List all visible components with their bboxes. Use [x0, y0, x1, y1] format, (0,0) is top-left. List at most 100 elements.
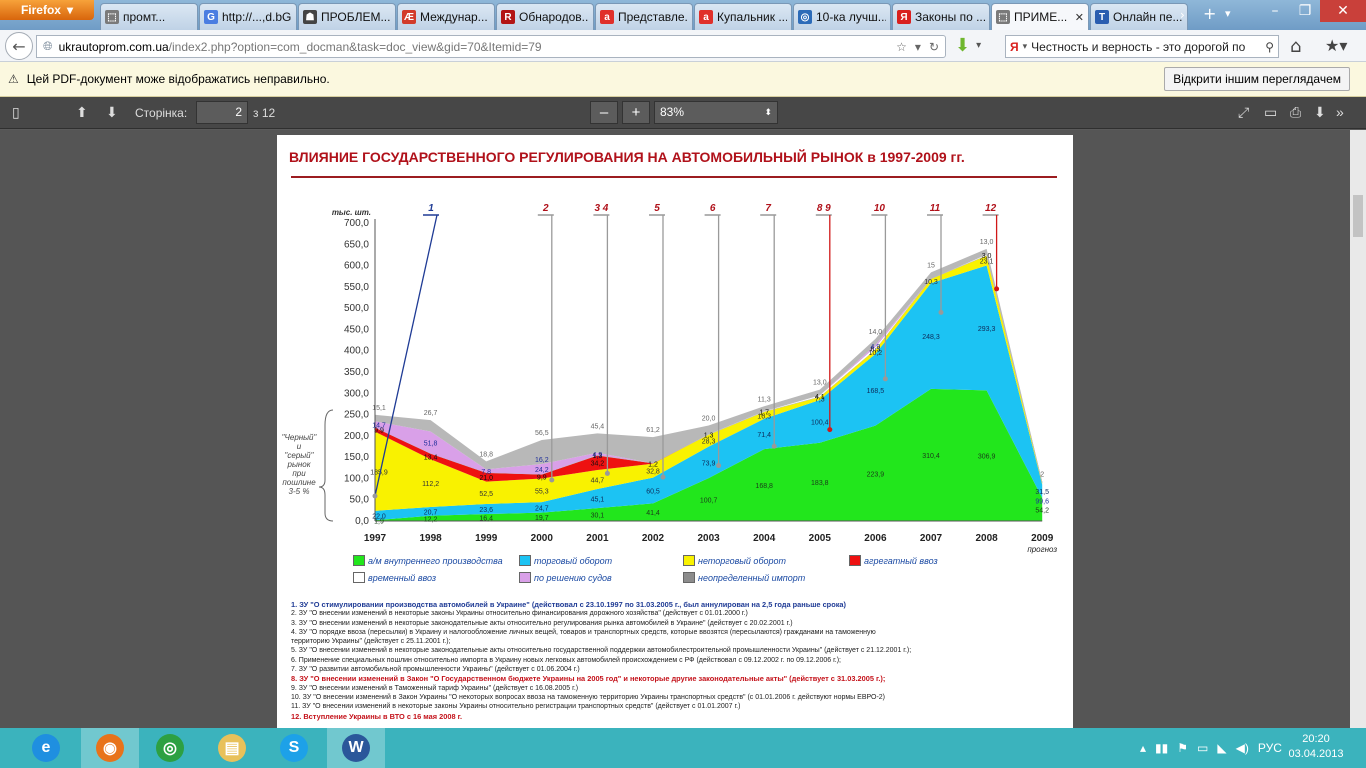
- fullscreen-icon[interactable]: ⤢: [1238, 104, 1250, 120]
- tab-label: ПРОБЛЕМ...: [321, 10, 391, 24]
- flag-icon[interactable]: ⚑: [1177, 741, 1189, 755]
- series-area: [375, 255, 1043, 483]
- url-bar[interactable]: 🌐︎ ukrautoprom.com.ua/index2.php?option=…: [36, 35, 946, 58]
- open-other-viewer-button[interactable]: Відкрити іншим переглядачем: [1164, 67, 1350, 91]
- zoom-in-button[interactable]: +: [622, 101, 650, 124]
- law-marker-dot: [882, 376, 888, 382]
- new-tab-button[interactable]: +: [1203, 4, 1217, 23]
- data-label: 51,8: [424, 440, 438, 447]
- data-label: 13,0: [813, 380, 827, 387]
- zoom-out-button[interactable]: –: [590, 101, 618, 124]
- tab-scroll-right-icon[interactable]: ›: [1180, 8, 1185, 22]
- y-tick-label: 650,0: [344, 239, 369, 250]
- zoom-select[interactable]: 83% ⬍: [654, 101, 778, 124]
- browser-tab[interactable]: R Обнародов...: [496, 3, 594, 30]
- browser-tab[interactable]: a Купальник ...: [694, 3, 792, 30]
- scrollbar-thumb[interactable]: [1353, 195, 1363, 237]
- save-icon[interactable]: ⬇: [1314, 104, 1326, 120]
- a-icon: a: [699, 10, 713, 24]
- browser-tab[interactable]: ⬚ ПРИМЕ... ✕: [991, 3, 1089, 30]
- bookmark-star-icon[interactable]: ☆: [896, 39, 907, 54]
- google-icon: G: [204, 10, 218, 24]
- search-icon[interactable]: ⚲: [1265, 39, 1274, 54]
- clock-time: 20:20: [1302, 733, 1330, 745]
- monitor-icon[interactable]: ▭: [1197, 741, 1209, 755]
- data-label: 41,4: [646, 510, 660, 517]
- note-line: 5. ЗУ "О внесении изменений в некоторые …: [291, 647, 912, 655]
- restore-icon[interactable]: ❐: [1298, 3, 1312, 19]
- search-input[interactable]: Я ▾ Честность и верность - это дорогой п…: [1005, 35, 1279, 58]
- y-tick-label: 350,0: [344, 367, 369, 378]
- warning-icon: ⚠: [8, 72, 19, 86]
- data-label: 60,5: [646, 488, 660, 495]
- data-label: 32,8: [646, 469, 660, 476]
- browser-tab[interactable]: ⬚ промт...: [100, 3, 198, 30]
- explorer-icon[interactable]: ▤: [203, 728, 261, 768]
- legend-label: торговый оборот: [534, 555, 613, 566]
- browser-tab[interactable]: ◎ 10-ка лучш...: [793, 3, 891, 30]
- search-engine-dropdown-icon[interactable]: ▾: [1022, 41, 1028, 51]
- legend-label: временный ввоз: [368, 572, 437, 583]
- download-menu-icon[interactable]: ▾: [976, 40, 982, 51]
- data-label: 21,0: [479, 475, 493, 482]
- data-label: 248,3: [922, 334, 940, 341]
- side-note-line: и: [297, 442, 302, 451]
- reload-icon[interactable]: ↻: [928, 39, 939, 54]
- browser-tab[interactable]: Я Законы по ...: [892, 3, 990, 30]
- previous-page-icon[interactable]: ⬆: [76, 104, 88, 120]
- chrome-icon[interactable]: ◎: [141, 728, 199, 768]
- browser-tab[interactable]: Æ Междунар...: [397, 3, 495, 30]
- show-hidden-icon[interactable]: ▴: [1140, 741, 1147, 755]
- data-label: 56,5: [535, 430, 549, 437]
- next-page-icon[interactable]: ⬇: [106, 104, 118, 120]
- data-label: 30,1: [591, 513, 605, 520]
- tab-label: Обнародов...: [519, 10, 589, 24]
- x-tick-label: 2007: [920, 533, 943, 544]
- tab-list-icon[interactable]: ▾: [1225, 7, 1231, 20]
- download-icon[interactable]: ⬇: [955, 35, 971, 56]
- firefox-menu-button[interactable]: Firefox ▾: [0, 0, 94, 20]
- browser-tab[interactable]: a Представле...: [595, 3, 693, 30]
- more-tools-icon[interactable]: »: [1336, 104, 1344, 120]
- data-label: 23,6: [479, 507, 493, 514]
- x-tick-label: 2001: [586, 533, 609, 544]
- browser-tab[interactable]: T Онлайн пе...: [1090, 3, 1188, 30]
- y-unit-label: тыс. шт.: [332, 208, 371, 217]
- note-line: 3. ЗУ "О внесении изменений в некоторые …: [291, 619, 793, 627]
- note-line: 9. ЗУ "О внесении изменений в Таможенный…: [291, 684, 579, 692]
- y-tick-label: 0,0: [355, 516, 369, 527]
- close-icon[interactable]: ✕: [1320, 0, 1366, 22]
- print-icon[interactable]: ⎙: [1290, 104, 1302, 120]
- bookmarks-icon[interactable]: ★▾: [1325, 36, 1348, 55]
- network-signal-icon[interactable]: ▮▮: [1155, 741, 1169, 755]
- page-number-input[interactable]: 2: [196, 101, 248, 124]
- data-label: 16,2: [535, 457, 549, 464]
- firefox-icon[interactable]: ◉: [81, 728, 139, 768]
- data-label: 1,2: [648, 461, 658, 468]
- y-tick-label: 200,0: [344, 431, 369, 442]
- home-icon[interactable]: ⌂: [1290, 36, 1302, 57]
- open-file-icon[interactable]: ▭: [1264, 104, 1278, 120]
- browser-tab[interactable]: ☗ ПРОБЛЕМ...: [298, 3, 396, 30]
- pdf-warning-bar: ⚠ Цей PDF-документ може відображатись не…: [0, 62, 1366, 97]
- language-indicator[interactable]: РУС: [1257, 741, 1282, 755]
- volume-icon[interactable]: ◀): [1235, 741, 1249, 755]
- skype-icon[interactable]: S: [265, 728, 323, 768]
- law-marker-dot: [660, 474, 666, 480]
- word-icon[interactable]: W: [327, 728, 385, 768]
- data-label: 34,2: [591, 461, 605, 468]
- sidebar-toggle-icon[interactable]: ▯: [12, 104, 20, 120]
- data-label: 16,3: [757, 413, 771, 420]
- close-tab-icon[interactable]: ✕: [1074, 11, 1084, 24]
- back-icon[interactable]: ←: [5, 32, 33, 60]
- minimize-icon[interactable]: –: [1271, 3, 1279, 19]
- data-label: 12,2: [424, 516, 438, 523]
- law-marker-number: 10: [874, 203, 886, 214]
- ie-icon[interactable]: e: [17, 728, 75, 768]
- scrollbar[interactable]: [1350, 130, 1366, 728]
- data-label: 4,9: [871, 344, 881, 351]
- clock[interactable]: 20:20 03.04.2013: [1286, 732, 1346, 762]
- wifi-icon[interactable]: ◣: [1217, 741, 1227, 755]
- dropdown-icon[interactable]: ▾: [914, 39, 921, 54]
